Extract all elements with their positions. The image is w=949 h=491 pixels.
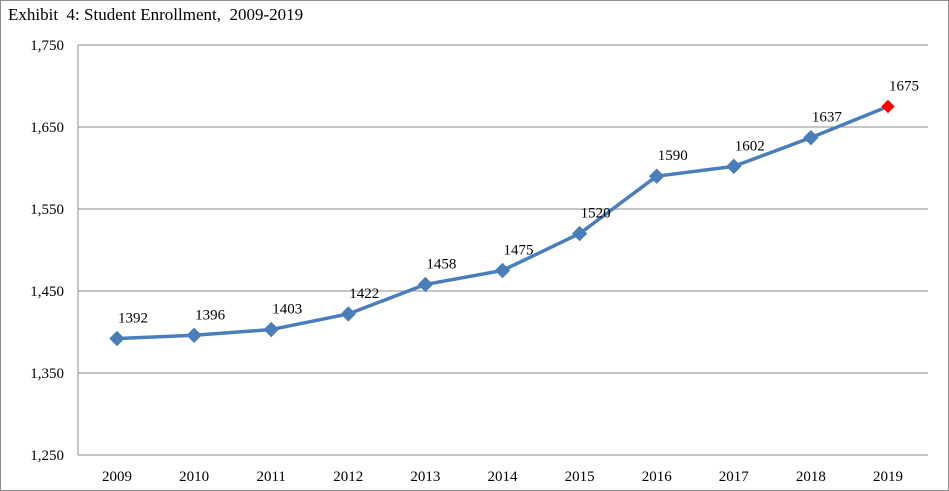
data-point-marker [109, 330, 125, 347]
data-point-marker [726, 158, 742, 175]
x-tick-label: 2012 [333, 469, 363, 485]
x-tick-label: 2014 [488, 469, 519, 485]
data-label: 1590 [658, 148, 688, 164]
y-tick-label: 1,350 [30, 366, 64, 382]
data-point-marker [186, 327, 202, 343]
x-axis-ticks: 2009 2010 2011 2012 2013 2014 2015 2016 2017 2018… [102, 469, 903, 485]
data-label: 1458 [426, 256, 456, 272]
y-tick-label: 1,750 [30, 38, 64, 54]
x-tick-label: 2019 [873, 469, 903, 485]
chart-title: Exhibit 4: Student Enrollment, 2009-2019 [8, 5, 304, 24]
series-line [116, 104, 889, 341]
data-point-marker [417, 276, 434, 293]
data-point-marker [648, 168, 665, 184]
gridlines [77, 44, 928, 456]
x-tick-label: 2009 [102, 469, 132, 485]
markers [109, 99, 895, 347]
y-axis-ticks: 1,250 1,350 1,450 1,550 1,650 1,750 [30, 38, 64, 464]
data-point-marker [494, 262, 511, 279]
data-labels: 1392 1396 1403 1422 1458 1475 1520 1590 1602 1637… [118, 79, 919, 327]
data-label: 1675 [889, 79, 919, 95]
y-tick-label: 1,650 [30, 120, 64, 136]
x-tick-label: 2013 [410, 469, 440, 485]
x-tick-label: 2010 [179, 469, 209, 485]
data-label: 1520 [581, 206, 611, 222]
series-line-group [116, 104, 889, 341]
x-tick-label: 2018 [796, 469, 826, 485]
y-tick-label: 1,550 [30, 202, 64, 218]
data-point-marker [803, 129, 819, 146]
data-label: 1637 [812, 110, 843, 126]
x-tick-label: 2011 [256, 469, 285, 485]
data-point-marker [881, 99, 895, 114]
data-label: 1602 [735, 138, 765, 154]
data-point-marker [571, 225, 588, 242]
data-label: 1475 [504, 243, 534, 259]
x-tick-label: 2016 [642, 469, 673, 485]
data-label: 1392 [118, 311, 148, 327]
x-tick-label: 2015 [565, 469, 595, 485]
data-point-marker [263, 321, 279, 338]
y-tick-label: 1,250 [30, 448, 64, 464]
data-label: 1403 [272, 302, 302, 318]
data-point-marker [340, 306, 357, 322]
x-tick-label: 2017 [719, 469, 750, 485]
y-tick-label: 1,450 [30, 284, 64, 300]
data-label: 1422 [349, 286, 379, 302]
data-label: 1396 [195, 307, 226, 323]
